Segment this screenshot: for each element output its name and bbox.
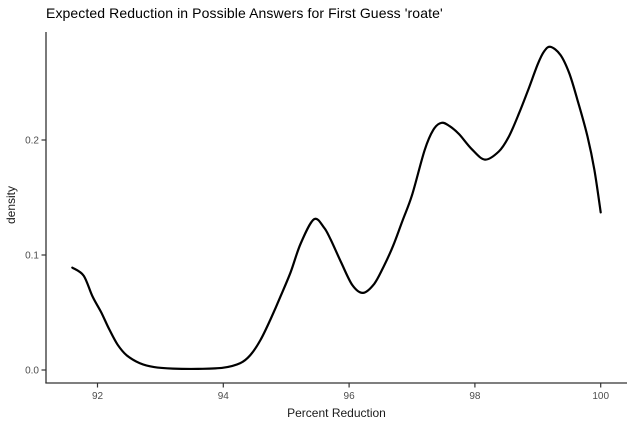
x-tick-label: 92: [92, 391, 104, 402]
x-tick-label: 96: [344, 391, 356, 402]
y-tick-label: 0.1: [25, 251, 39, 262]
density-curve: [71, 45, 602, 371]
x-tick-label: 94: [218, 391, 230, 402]
y-tick-label: 0.2: [25, 136, 39, 147]
chart-title: Expected Reduction in Possible Answers f…: [46, 5, 443, 21]
y-tick-label: 0.0: [25, 366, 39, 377]
x-tick-label: 100: [592, 391, 609, 402]
y-axis-title: density: [4, 185, 18, 225]
x-axis-title: Percent Reduction: [287, 406, 386, 420]
x-tick-label: 98: [469, 391, 481, 402]
